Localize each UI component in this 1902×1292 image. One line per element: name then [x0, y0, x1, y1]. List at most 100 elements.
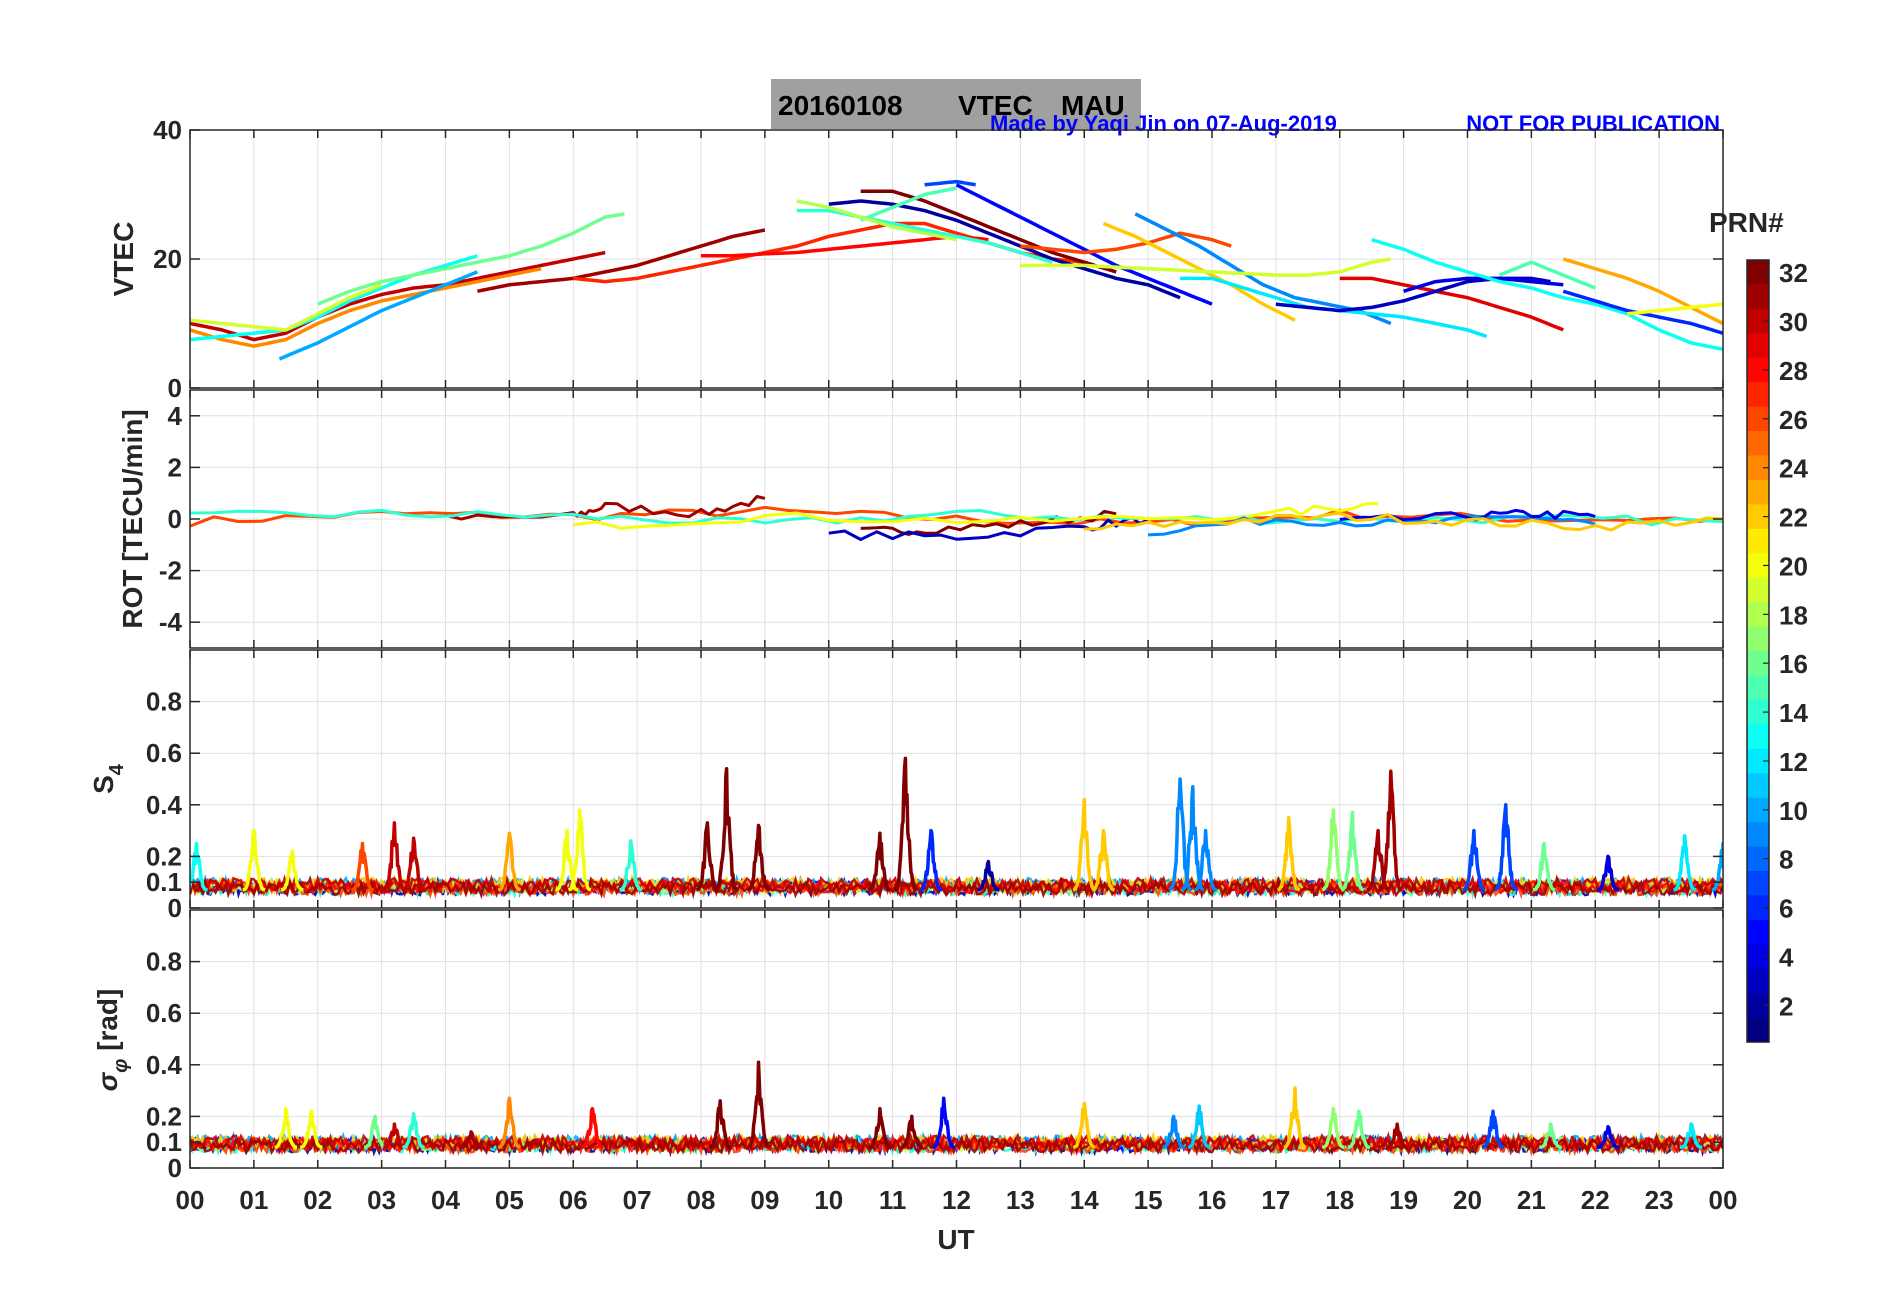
colorbar-segment	[1747, 748, 1769, 774]
colorbar-tick-label: 10	[1779, 796, 1808, 826]
prn-13-trace	[1371, 238, 1723, 352]
colorbar-frame	[1746, 259, 1770, 1043]
prn-18-trace	[796, 199, 957, 242]
x-tick-label: 22	[1581, 1185, 1610, 1215]
colorbar-tick-label: 30	[1779, 307, 1808, 337]
sigma-phi-ylabel: σφ [rad]	[92, 989, 132, 1092]
colorbar-tick-label: 18	[1779, 600, 1808, 630]
y-tick-label: 20	[153, 244, 182, 274]
colorbar-segment	[1747, 553, 1769, 579]
prn-20-spike	[273, 1106, 298, 1150]
prn-32-spike	[893, 756, 918, 892]
colorbar-segment	[1747, 504, 1769, 530]
x-tick-label: 21	[1517, 1185, 1546, 1215]
prn-12-spike	[1672, 834, 1697, 892]
x-tick-label: 09	[750, 1185, 779, 1215]
prn-32-spike	[867, 831, 892, 892]
x-tick-label: 11	[879, 1185, 907, 1215]
prn-32-spike	[708, 1099, 733, 1150]
colorbar-segment	[1747, 919, 1769, 945]
prn-32-spike	[899, 1114, 924, 1150]
colorbar-segment	[1747, 602, 1769, 628]
colorbar-segment	[1747, 406, 1769, 432]
x-tick-label: 12	[942, 1185, 971, 1215]
x-tick-label: 18	[1325, 1185, 1354, 1215]
colorbar-tick-label: 26	[1779, 405, 1808, 435]
prn-24-spike	[497, 1096, 522, 1150]
prn-32-spike	[714, 766, 739, 892]
x-tick-label: 00	[176, 1185, 205, 1215]
prn-23-trace	[1562, 257, 1723, 326]
prn-16-spike	[363, 1114, 388, 1150]
y-tick-label: 4	[168, 401, 183, 431]
x-tick-label: 05	[495, 1185, 524, 1215]
colorbar-segment	[1747, 333, 1769, 359]
x-tick-label: 06	[559, 1185, 588, 1215]
colorbar-segment	[1747, 724, 1769, 750]
prn-15-trace	[1498, 260, 1596, 290]
prn-4-trace	[1339, 508, 1596, 522]
y-tick-label: 0	[168, 373, 182, 403]
colorbar-title: PRN#	[1709, 207, 1784, 238]
prn-16-spike	[1532, 841, 1557, 892]
colorbar-segment	[1747, 528, 1769, 554]
s4-panel: 00.10.2 0.4 0.6 0.8	[146, 649, 1724, 923]
prn-30-trace	[190, 250, 606, 342]
y-tick-label: 0.6	[146, 998, 182, 1028]
y-tick-label: 0.2	[146, 841, 182, 871]
prn-15-trace	[860, 186, 957, 222]
y-tick-label: 0	[168, 1153, 182, 1183]
y-tick-label: 0	[168, 893, 182, 923]
prn-22-trace	[1084, 511, 1723, 532]
vtec-ylabel: VTEC	[108, 222, 139, 297]
x-tick-label: 14	[1070, 1185, 1099, 1215]
prn-12-spike	[1678, 1122, 1704, 1150]
prn-2-trace	[828, 199, 1181, 300]
prn-22-trace	[1102, 221, 1296, 322]
x-tick-label: 19	[1389, 1185, 1418, 1215]
colorbar-tick-label: 14	[1779, 698, 1808, 728]
x-tick-label: 10	[814, 1185, 843, 1215]
prn-32-trace	[860, 509, 1117, 536]
x-tick-label: 13	[1006, 1185, 1035, 1215]
colorbar-segment	[1747, 773, 1769, 799]
s4-ylabel: S4	[88, 763, 128, 794]
prn-3-trace	[828, 515, 1149, 541]
prn-4-spike	[1595, 1124, 1621, 1150]
colorbar-segment	[1747, 797, 1769, 823]
colorbar-tick-label: 8	[1779, 845, 1793, 875]
prn-31-spike	[1385, 1122, 1410, 1150]
colorbar-segment	[1747, 382, 1769, 408]
colorbar-tick-label: 20	[1779, 551, 1808, 581]
colorbar-segment	[1747, 895, 1769, 921]
y-tick-label: 2	[168, 452, 182, 482]
rot-panel: -4 -2 0 2 4	[159, 389, 1724, 649]
credit-made-by: Made by Yaqi Jin on 07-Aug-2019	[990, 111, 1337, 136]
prn-29-trace	[1339, 276, 1564, 332]
grid	[189, 129, 1724, 389]
prn-32-spike	[746, 823, 771, 892]
prn-2-spike	[976, 859, 1001, 892]
y-tick-label: 0.8	[146, 947, 182, 977]
y-tick-label: -2	[159, 556, 182, 586]
colorbar-segment	[1747, 699, 1769, 725]
x-tick-label: 23	[1645, 1185, 1674, 1215]
prn-32-trace	[860, 189, 1117, 274]
prn-26-trace	[1020, 231, 1232, 255]
colorbar-segment	[1747, 626, 1769, 652]
y-tick-label: 0	[168, 504, 182, 534]
credit-notice: NOT FOR PUBLICATION	[1466, 111, 1720, 136]
prn-17-spike	[1321, 1106, 1346, 1150]
x-tick-label: 08	[687, 1185, 716, 1215]
sigma-phi-panel: 00.10.2 0.4 0.6 0.8	[146, 909, 1724, 1183]
colorbar-segment	[1747, 651, 1769, 677]
colorbar-segment	[1747, 675, 1769, 701]
colorbar-segment	[1747, 846, 1769, 872]
y-tick-label: -4	[159, 607, 183, 637]
title-kind: VTEC	[958, 90, 1033, 121]
y-tick-label: 0.1	[146, 1127, 182, 1157]
prn-16-spike	[1346, 1109, 1372, 1150]
colorbar-segment	[1747, 993, 1769, 1019]
